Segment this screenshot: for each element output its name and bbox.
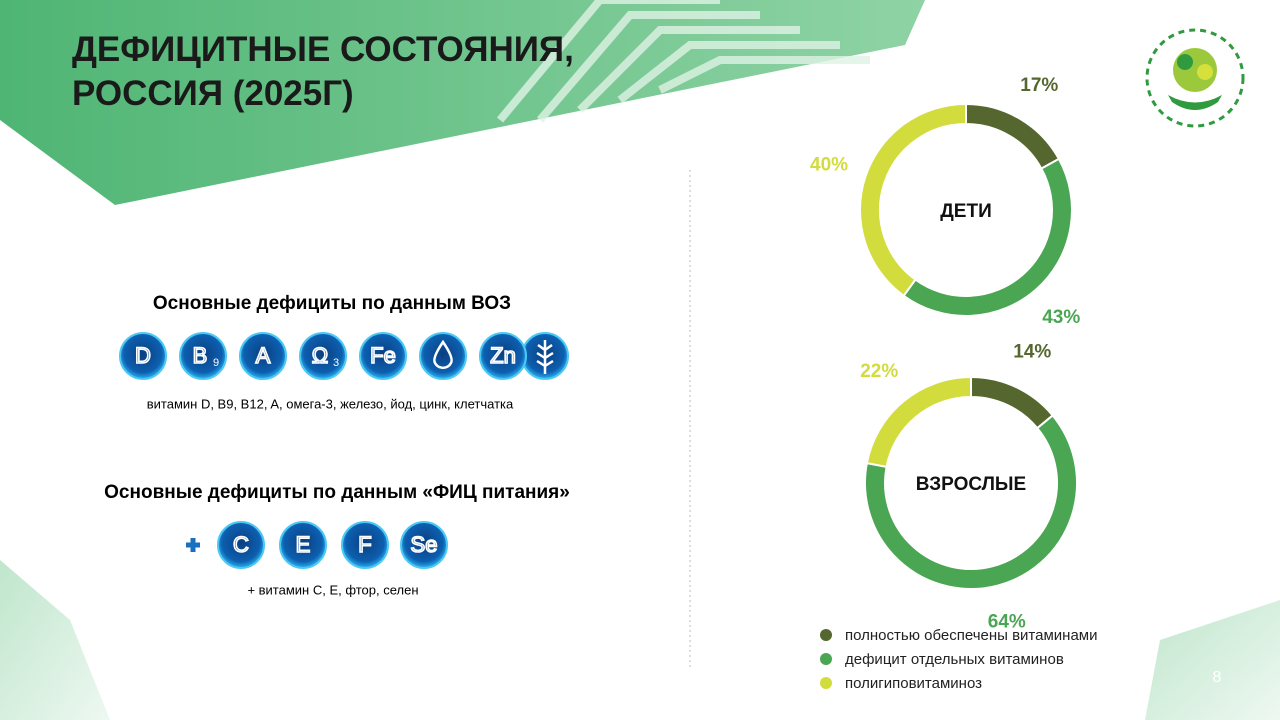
corner-deco — [1145, 600, 1280, 720]
legend-marker — [820, 629, 832, 641]
vitamin-icon — [217, 521, 265, 569]
icon-symbol: C — [233, 532, 249, 557]
plus-icon — [186, 538, 200, 552]
value-label: 64% — [988, 611, 1026, 632]
legend-label: полностью обеспечены витаминами — [845, 627, 1097, 644]
icon-symbol: Ω — [312, 343, 328, 368]
icon-symbol: A — [256, 343, 271, 368]
icon-symbol: F — [358, 532, 371, 557]
donut-segment — [970, 375, 1055, 430]
vitamin-icon — [479, 332, 527, 380]
logo — [1145, 28, 1245, 128]
icon-index: 3 — [333, 357, 339, 369]
drop-icon — [419, 332, 467, 380]
icon-symbol: Fe — [370, 343, 396, 368]
chevrons — [496, 0, 870, 123]
corner-deco — [0, 560, 110, 720]
slide-title: ДЕФИЦИТНЫЕ СОСТОЯНИЯ, РОССИЯ (2025Г) — [72, 30, 574, 113]
caption: витамин D, B9, B12, A, омега-3, железо, … — [147, 396, 514, 411]
icon-symbol: Zn — [490, 343, 516, 368]
vitamin-icon — [359, 332, 407, 380]
donut-segment — [865, 375, 972, 469]
chart-title: ВЗРОСЛЫЕ — [916, 474, 1026, 495]
icon-symbol: D — [135, 343, 151, 368]
icon-index: 9 — [213, 357, 219, 369]
vitamin-icon — [239, 332, 287, 380]
donut-segment — [859, 102, 967, 298]
header-band — [0, 0, 925, 205]
value-label: 43% — [1042, 307, 1080, 328]
legend-marker — [820, 677, 832, 689]
vitamin-icon — [179, 332, 227, 380]
page-number: 8 — [1213, 669, 1222, 686]
donut-segment — [965, 102, 1061, 170]
value-label: 17% — [1020, 75, 1058, 96]
icon-symbol: E — [296, 532, 311, 557]
vitamin-icon — [400, 521, 448, 569]
section-heading: Основные дефициты по данным «ФИЦ питания… — [104, 482, 570, 503]
value-label: 40% — [810, 155, 848, 176]
legend-label: дефицит отдельных витаминов — [845, 651, 1064, 668]
donut-segment — [902, 157, 1073, 317]
value-label: 22% — [860, 361, 898, 382]
value-label: 14% — [1013, 342, 1051, 363]
vitamin-icon — [279, 521, 327, 569]
icon-symbol: Se — [411, 532, 438, 557]
section-heading: Основные дефициты по данным ВОЗ — [153, 293, 511, 314]
legend-marker — [820, 653, 832, 665]
vitamin-icon — [341, 521, 389, 569]
legend-label: полигиповитаминоз — [845, 675, 982, 692]
caption: + витамин C, E, фтор, селен — [247, 582, 418, 597]
icon-symbol: B — [193, 343, 208, 368]
vitamin-icon — [299, 332, 347, 380]
chart-title: ДЕТИ — [940, 201, 991, 222]
donut-segment — [864, 414, 1078, 590]
vitamin-icon — [119, 332, 167, 380]
fiber-icon — [521, 332, 569, 380]
